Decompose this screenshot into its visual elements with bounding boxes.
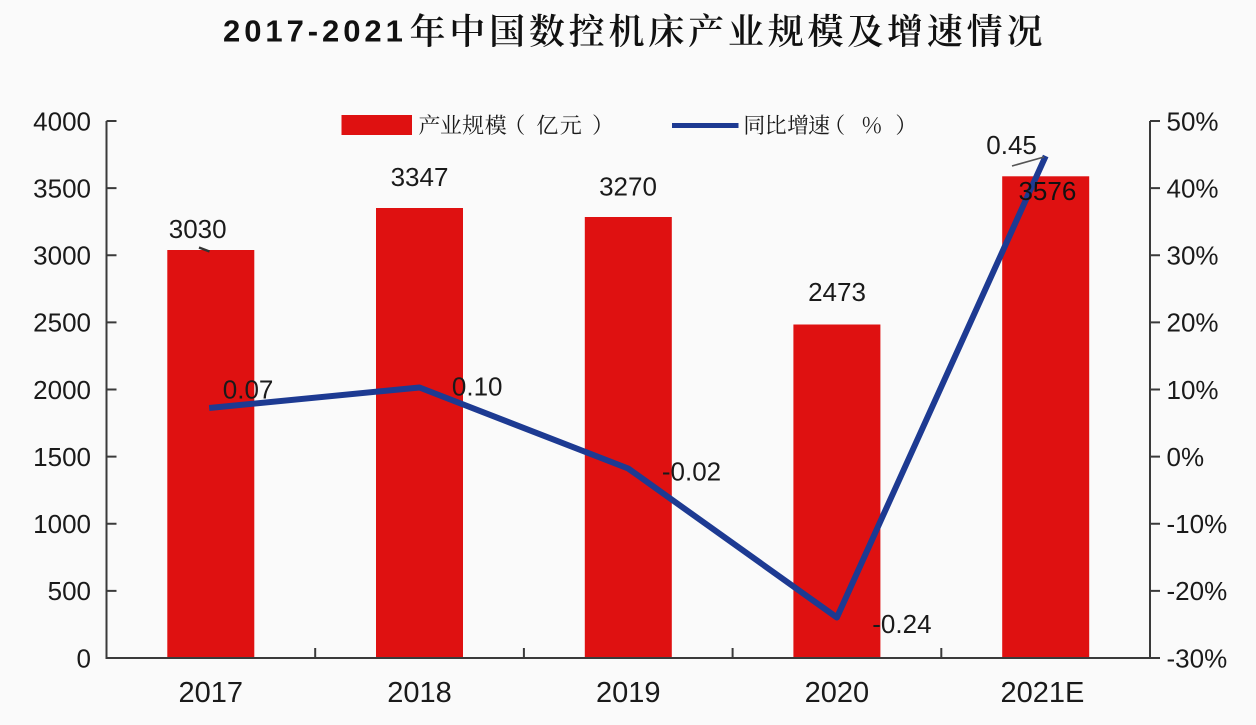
svg-text:2017: 2017 bbox=[179, 677, 244, 709]
svg-text:0.10: 0.10 bbox=[452, 372, 503, 402]
svg-text:4000: 4000 bbox=[33, 106, 91, 136]
svg-text:-10%: -10% bbox=[1167, 509, 1228, 539]
svg-text:3500: 3500 bbox=[33, 173, 91, 203]
svg-text:2500: 2500 bbox=[33, 308, 91, 338]
svg-text:2017-2021: 2017-2021 bbox=[223, 14, 407, 49]
svg-text:-0.02: -0.02 bbox=[662, 457, 721, 487]
svg-text:40%: 40% bbox=[1167, 173, 1219, 203]
svg-text:1500: 1500 bbox=[33, 442, 91, 472]
svg-text:0.45: 0.45 bbox=[986, 130, 1037, 160]
svg-text:2019: 2019 bbox=[596, 677, 661, 709]
svg-text:-30%: -30% bbox=[1167, 643, 1228, 673]
svg-text:0.07: 0.07 bbox=[223, 375, 274, 405]
svg-text:0: 0 bbox=[77, 643, 91, 673]
svg-text:-20%: -20% bbox=[1167, 576, 1228, 606]
svg-text:-0.24: -0.24 bbox=[872, 609, 931, 639]
svg-text:2018: 2018 bbox=[387, 677, 452, 709]
svg-text:2000: 2000 bbox=[33, 375, 91, 405]
svg-text:500: 500 bbox=[48, 576, 91, 606]
svg-text:2021E: 2021E bbox=[1000, 677, 1084, 709]
svg-text:10%: 10% bbox=[1167, 375, 1219, 405]
svg-text:3576: 3576 bbox=[1018, 176, 1076, 206]
svg-text:20%: 20% bbox=[1167, 308, 1219, 338]
svg-text:50%: 50% bbox=[1167, 106, 1219, 136]
svg-text:30%: 30% bbox=[1167, 241, 1219, 271]
svg-text:3000: 3000 bbox=[33, 241, 91, 271]
svg-text:3270: 3270 bbox=[599, 172, 657, 202]
svg-text:2473: 2473 bbox=[808, 277, 866, 307]
svg-text:0%: 0% bbox=[1167, 442, 1205, 472]
svg-text:1000: 1000 bbox=[33, 509, 91, 539]
svg-text:3030: 3030 bbox=[169, 214, 227, 244]
svg-text:3347: 3347 bbox=[391, 162, 449, 192]
svg-text:2020: 2020 bbox=[805, 677, 870, 709]
